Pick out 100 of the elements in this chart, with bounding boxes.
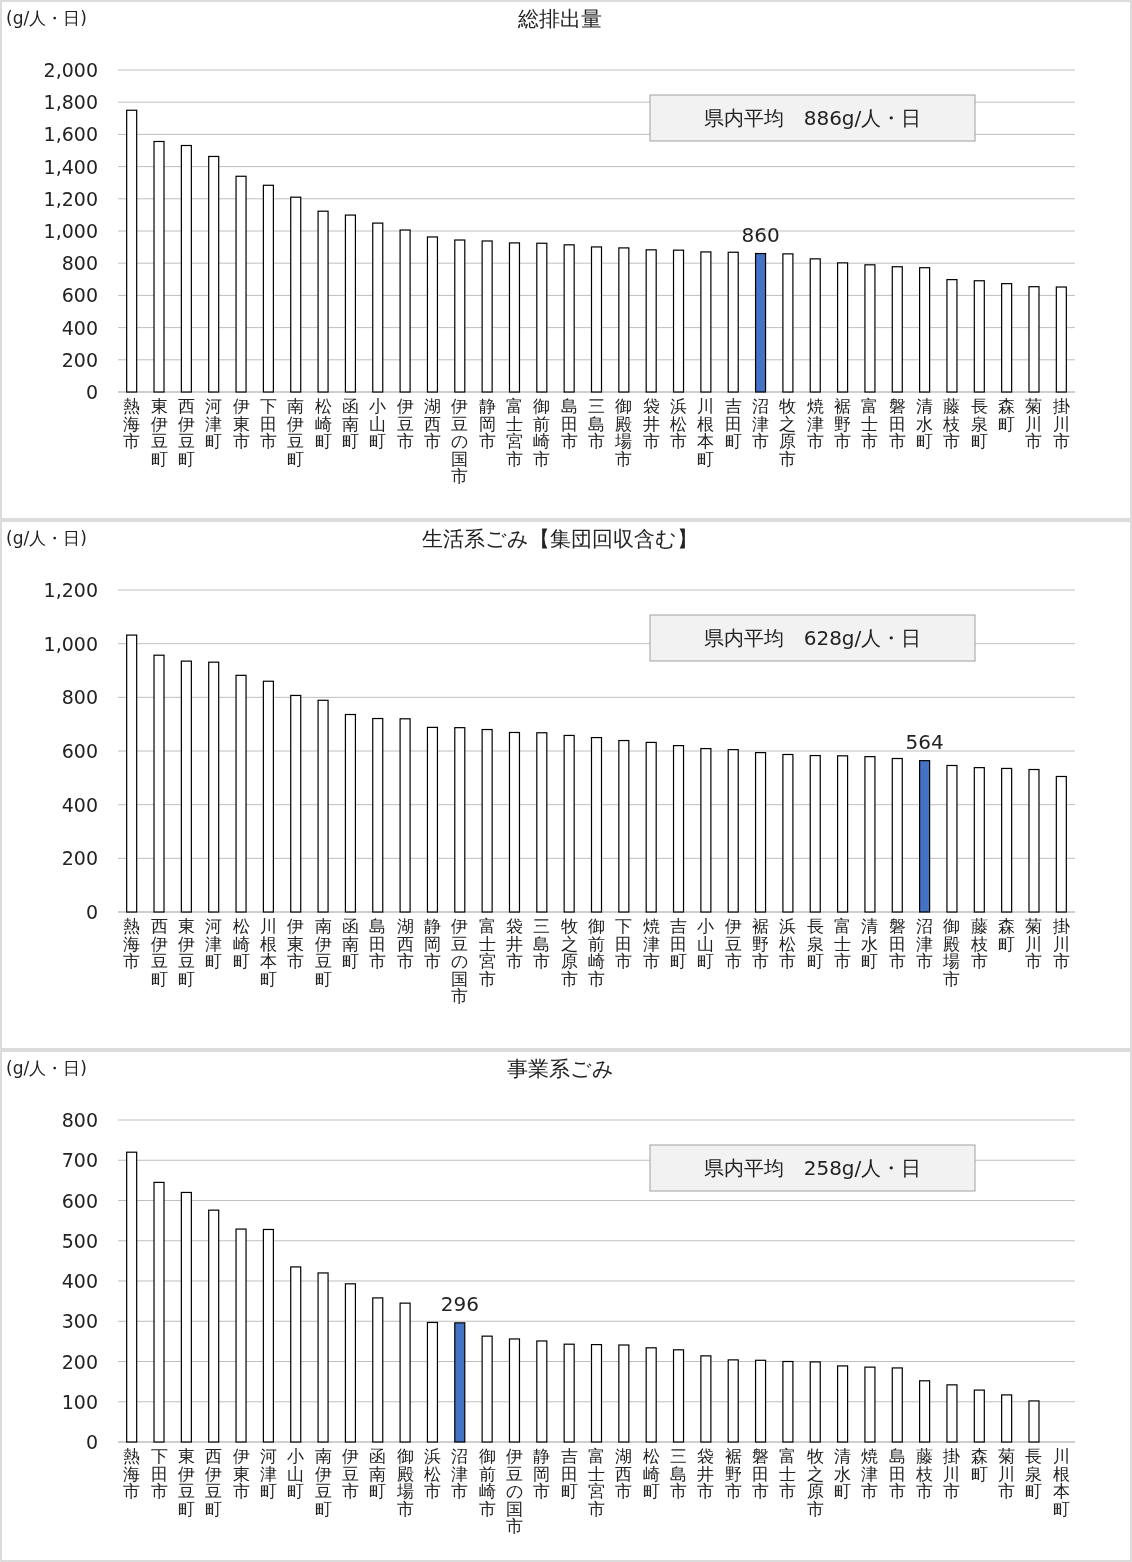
bar (508, 242, 521, 393)
bar (399, 1302, 411, 1443)
bar (508, 731, 521, 913)
x-tick-label: 浜松市 (423, 1446, 441, 1501)
bar (700, 1355, 712, 1443)
x-tick-label: 牧之原市 (806, 1446, 824, 1519)
bar (344, 1283, 357, 1443)
x-tick-label: 熱海市 (123, 1446, 141, 1501)
x-tick-label: 菊川市 (998, 1446, 1016, 1501)
x-tick-label: 伊豆市 (341, 1446, 359, 1501)
bar (290, 694, 302, 913)
y-tick-label: 800 (61, 1109, 98, 1131)
bar (891, 757, 903, 913)
x-tick-label: 西伊豆町 (177, 396, 195, 469)
x-tick-label: 湖西市 (423, 396, 441, 451)
x-tick-label: 湖西市 (615, 1446, 633, 1501)
bar (864, 1366, 876, 1443)
bar (454, 727, 466, 913)
x-tick-label: 掛川市 (943, 1446, 961, 1501)
bar (809, 1361, 821, 1443)
x-tick-label: 菊川市 (1025, 396, 1043, 451)
bar (262, 184, 274, 393)
x-tick-label: 湖西市 (396, 916, 414, 971)
x-tick-label: 函南町 (341, 916, 359, 971)
bar (1055, 286, 1067, 393)
y-tick-label: 1,200 (43, 187, 98, 210)
bar (618, 1344, 630, 1443)
bar (618, 247, 630, 393)
y-tick-label: 1,000 (43, 632, 98, 655)
y-tick-label: 500 (61, 1229, 98, 1252)
bar (317, 1272, 329, 1443)
bar (126, 634, 138, 913)
y-tick-label: 600 (61, 284, 98, 307)
x-tick-label: 沼津市 (916, 916, 934, 971)
y-tick-label: 0 (85, 901, 98, 923)
bar (235, 674, 247, 913)
bar (563, 734, 575, 913)
bar (864, 756, 876, 913)
x-tick-label: 富士宮市 (478, 916, 496, 989)
x-tick-label: 長泉町 (1025, 1446, 1043, 1501)
x-tick-label: 河津町 (205, 396, 223, 451)
bar (235, 1228, 247, 1443)
x-tick-label: 三島市 (588, 396, 605, 451)
x-tick-label: 東伊豆町 (177, 916, 195, 989)
bar (508, 1338, 521, 1443)
bar (782, 1360, 794, 1443)
x-tick-label: 川根本町 (1052, 1446, 1070, 1519)
x-tick-label: 西伊豆町 (205, 1446, 223, 1519)
y-tick-label: 1,600 (43, 123, 98, 146)
bar (426, 726, 439, 913)
bar (153, 140, 165, 393)
y-tick-label: 100 (61, 1390, 98, 1413)
annotation: 県内平均 886g/人・日 (703, 106, 922, 130)
y-axis-title: (g/人・日) (6, 8, 87, 28)
y-tick-label: 1,800 (43, 91, 98, 114)
x-tick-label: 御前崎市 (478, 1446, 496, 1519)
bar (1001, 1394, 1013, 1443)
bar (344, 713, 357, 913)
bar (754, 252, 767, 393)
bar (481, 240, 493, 393)
bar (1001, 283, 1013, 393)
y-tick-label: 1,400 (43, 155, 98, 178)
bar (836, 755, 849, 913)
bar (126, 1151, 138, 1443)
x-tick-label: 吉田町 (724, 396, 742, 451)
bar (590, 736, 603, 913)
y-tick-label: 600 (61, 1189, 98, 1212)
x-tick-label: 藤枝市 (942, 396, 961, 451)
bar (180, 660, 192, 913)
x-tick-label: 静岡市 (478, 396, 496, 451)
chart-title: 事業系ごみ (506, 1057, 614, 1081)
bar (836, 1365, 849, 1443)
x-tick-label: 三島市 (670, 1446, 688, 1501)
x-tick-label: 焼津市 (806, 396, 824, 451)
y-tick-label: 600 (61, 740, 98, 762)
bar (672, 1349, 685, 1443)
chart-title: 生活系ごみ【集団回収含む】 (422, 527, 698, 551)
bar (782, 253, 794, 393)
y-tick-label: 400 (61, 1270, 98, 1292)
bar (590, 1343, 603, 1443)
data-label: 860 (741, 222, 780, 247)
x-tick-label: 伊豆市 (396, 396, 414, 451)
x-tick-label: 静岡市 (533, 1446, 551, 1501)
x-tick-label: 磐田市 (888, 916, 906, 971)
bar (126, 109, 138, 393)
x-tick-label: 吉田町 (670, 916, 688, 971)
bar (1028, 286, 1040, 393)
bar (590, 246, 603, 393)
x-tick-label: 伊東市 (232, 396, 250, 451)
x-tick-label: 富士市 (834, 916, 852, 971)
x-tick-label: 森町 (998, 916, 1016, 954)
bar (1028, 768, 1040, 913)
x-tick-label: 伊東市 (287, 916, 305, 971)
x-tick-label: 東伊豆町 (177, 1446, 195, 1519)
bar (836, 262, 849, 393)
bar (754, 752, 767, 913)
x-tick-label: 河津町 (205, 916, 223, 971)
x-tick-label: 西伊豆町 (150, 916, 168, 989)
bar (1001, 767, 1013, 913)
x-tick-label: 伊豆市 (724, 916, 742, 971)
